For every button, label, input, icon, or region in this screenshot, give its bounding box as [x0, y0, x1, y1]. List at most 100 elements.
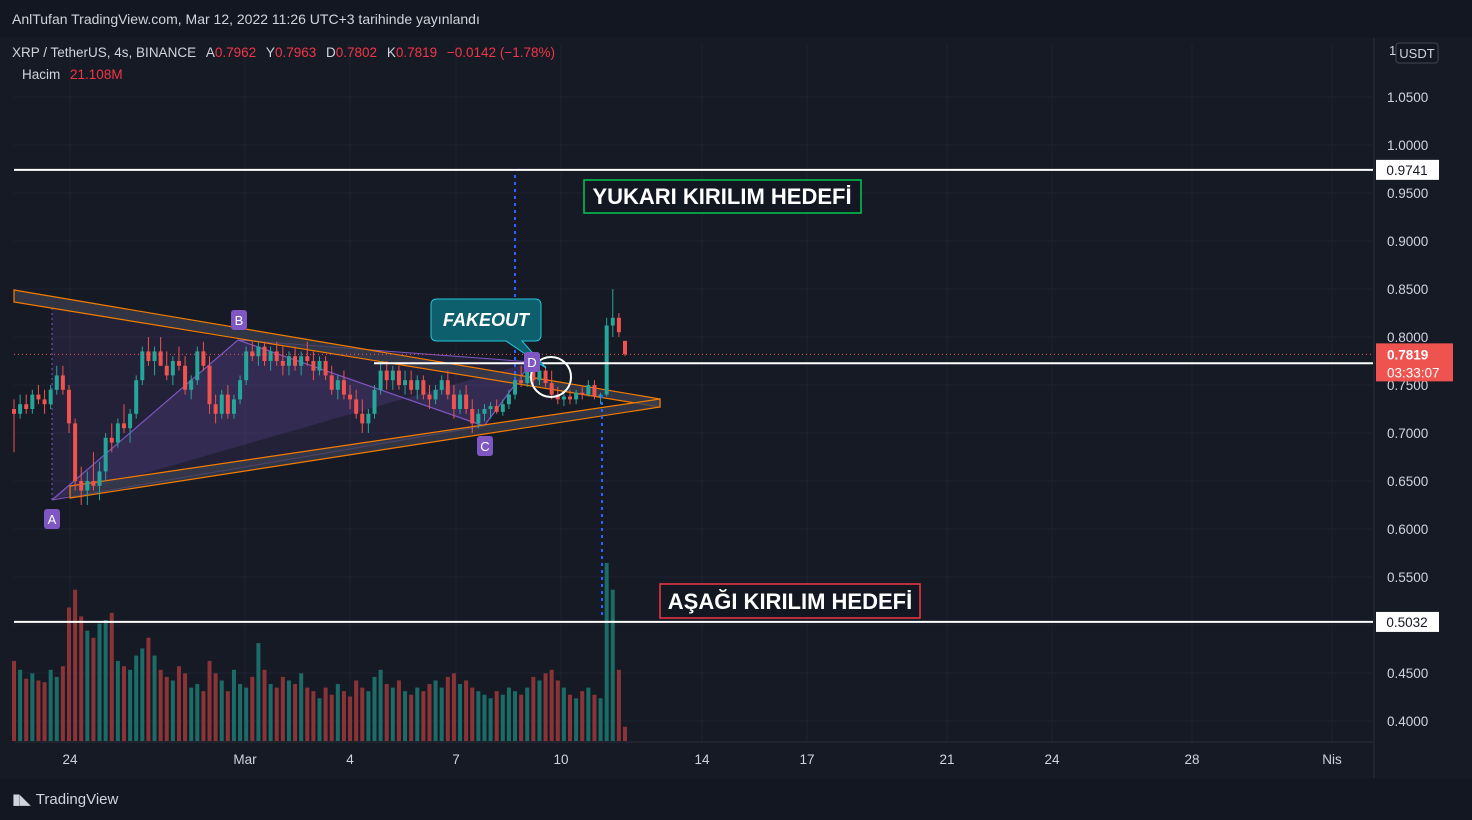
volume-label[interactable]: Hacim — [22, 67, 61, 82]
candle-body — [568, 396, 573, 400]
x-tick-label: 28 — [1184, 752, 1199, 767]
price-chart[interactable]: FAKEOUT YUKARI KIRILIM HEDEFİ AŞAĞI KIRILI… — [0, 38, 1472, 778]
level-price-label: 0.5032 — [1386, 615, 1427, 630]
candle-body — [30, 394, 35, 409]
volume-bar — [85, 630, 90, 741]
volume-bar — [73, 589, 78, 741]
candle-body — [506, 394, 511, 405]
volume-bar — [372, 676, 377, 741]
volume-bar — [494, 691, 499, 741]
y-tick-label: 0.5500 — [1387, 570, 1428, 585]
volume-bar — [335, 684, 340, 741]
volume-bar — [201, 691, 206, 741]
volume-bar — [384, 684, 389, 741]
y-tick-label: 0.4500 — [1387, 666, 1428, 681]
close-value: 0.7819 — [395, 45, 438, 60]
volume-bar — [561, 687, 566, 741]
symbol-legend: XRP / TetherUS, 4s, BINANCE A0.7962 Y0.7… — [12, 45, 555, 60]
volume-bar — [390, 687, 395, 741]
y-tick-label: 0.9000 — [1387, 234, 1428, 249]
candle-body — [128, 413, 133, 429]
candle-body — [134, 380, 139, 414]
candle-body — [543, 370, 548, 384]
volume-bar — [225, 691, 230, 741]
volume-bar — [207, 660, 212, 741]
low-label: D — [326, 45, 336, 60]
candle-body — [384, 370, 389, 381]
x-tick-label: 10 — [553, 752, 568, 767]
volume-bar — [140, 648, 145, 741]
candle-body — [421, 380, 426, 395]
lower-target-box — [659, 583, 921, 619]
candle-body — [103, 437, 108, 472]
candle-body — [470, 409, 475, 424]
volume-bar — [488, 698, 493, 741]
candle-body — [445, 380, 450, 395]
volume-bar — [592, 694, 597, 741]
footer-bar: ▮◣ TradingView — [0, 778, 1472, 820]
volume-bar — [531, 676, 536, 741]
volume-bar — [219, 680, 224, 741]
candle-body — [500, 404, 505, 412]
volume-bar — [54, 676, 59, 741]
volume-bar — [445, 676, 450, 741]
y-tick-label: 1.0500 — [1387, 90, 1428, 105]
candle-body — [580, 392, 585, 395]
candle-body — [439, 380, 444, 390]
upper-target-label: YUKARI KIRILIM HEDEFİ — [592, 184, 851, 209]
candle-body — [604, 325, 609, 395]
volume-bar — [146, 637, 151, 741]
volume-bar — [103, 619, 108, 741]
candle-body — [250, 351, 255, 357]
volume-bar — [348, 696, 353, 741]
volume-bar — [97, 623, 102, 741]
volume-bar — [195, 684, 200, 741]
volume-bar — [268, 684, 273, 741]
y-tick-label: 1.0000 — [1387, 138, 1428, 153]
candle-body — [207, 365, 212, 405]
volume-bar — [568, 694, 573, 741]
volume-bar — [378, 669, 383, 741]
volume-bar — [66, 607, 71, 741]
candle-body — [537, 370, 542, 381]
open-value: 0.7962 — [214, 45, 257, 60]
chart-area[interactable]: FAKEOUT YUKARI KIRILIM HEDEFİ AŞAĞI KIRILI… — [0, 38, 1472, 778]
symbol-name[interactable]: XRP / TetherUS, 4s, BINANCE — [12, 45, 197, 60]
tradingview-logo[interactable]: ▮◣ TradingView — [12, 790, 118, 809]
candle-body — [12, 409, 16, 414]
change-value: −0.0142 (−1.78%) — [446, 45, 555, 60]
candle-body — [42, 399, 47, 405]
y-tick-label: 0.7000 — [1387, 426, 1428, 441]
volume-bar — [231, 669, 236, 741]
volume-bar — [610, 589, 615, 741]
x-tick-label: 17 — [799, 752, 814, 767]
volume-bar — [500, 694, 505, 741]
candle-body — [378, 370, 383, 390]
candle-body — [48, 389, 53, 405]
point-marker-c — [477, 436, 493, 456]
candle-body — [115, 423, 120, 443]
candle-body — [415, 380, 420, 390]
pattern-lines — [51, 339, 533, 501]
current-price-tag — [1376, 343, 1453, 382]
candle-body — [219, 394, 224, 414]
candle-body — [195, 351, 200, 381]
volume-bar — [586, 687, 591, 741]
candle-body — [36, 394, 41, 400]
candle-body — [390, 370, 395, 381]
bar-countdown-label: 03:33:07 — [1387, 365, 1440, 380]
volume-bar — [458, 684, 463, 741]
volume-bar — [341, 691, 346, 741]
candle-body — [262, 346, 267, 361]
volume-bar — [189, 687, 194, 741]
volume-bar — [286, 680, 291, 741]
candle-body — [525, 370, 530, 384]
volume-bar — [293, 684, 298, 741]
volume-bar — [549, 669, 554, 741]
candle-body — [54, 375, 59, 390]
candle-body — [329, 375, 334, 390]
volume-bar — [513, 691, 518, 741]
candle-body — [121, 423, 126, 429]
candle-body — [458, 394, 463, 409]
candle-body — [366, 413, 371, 424]
